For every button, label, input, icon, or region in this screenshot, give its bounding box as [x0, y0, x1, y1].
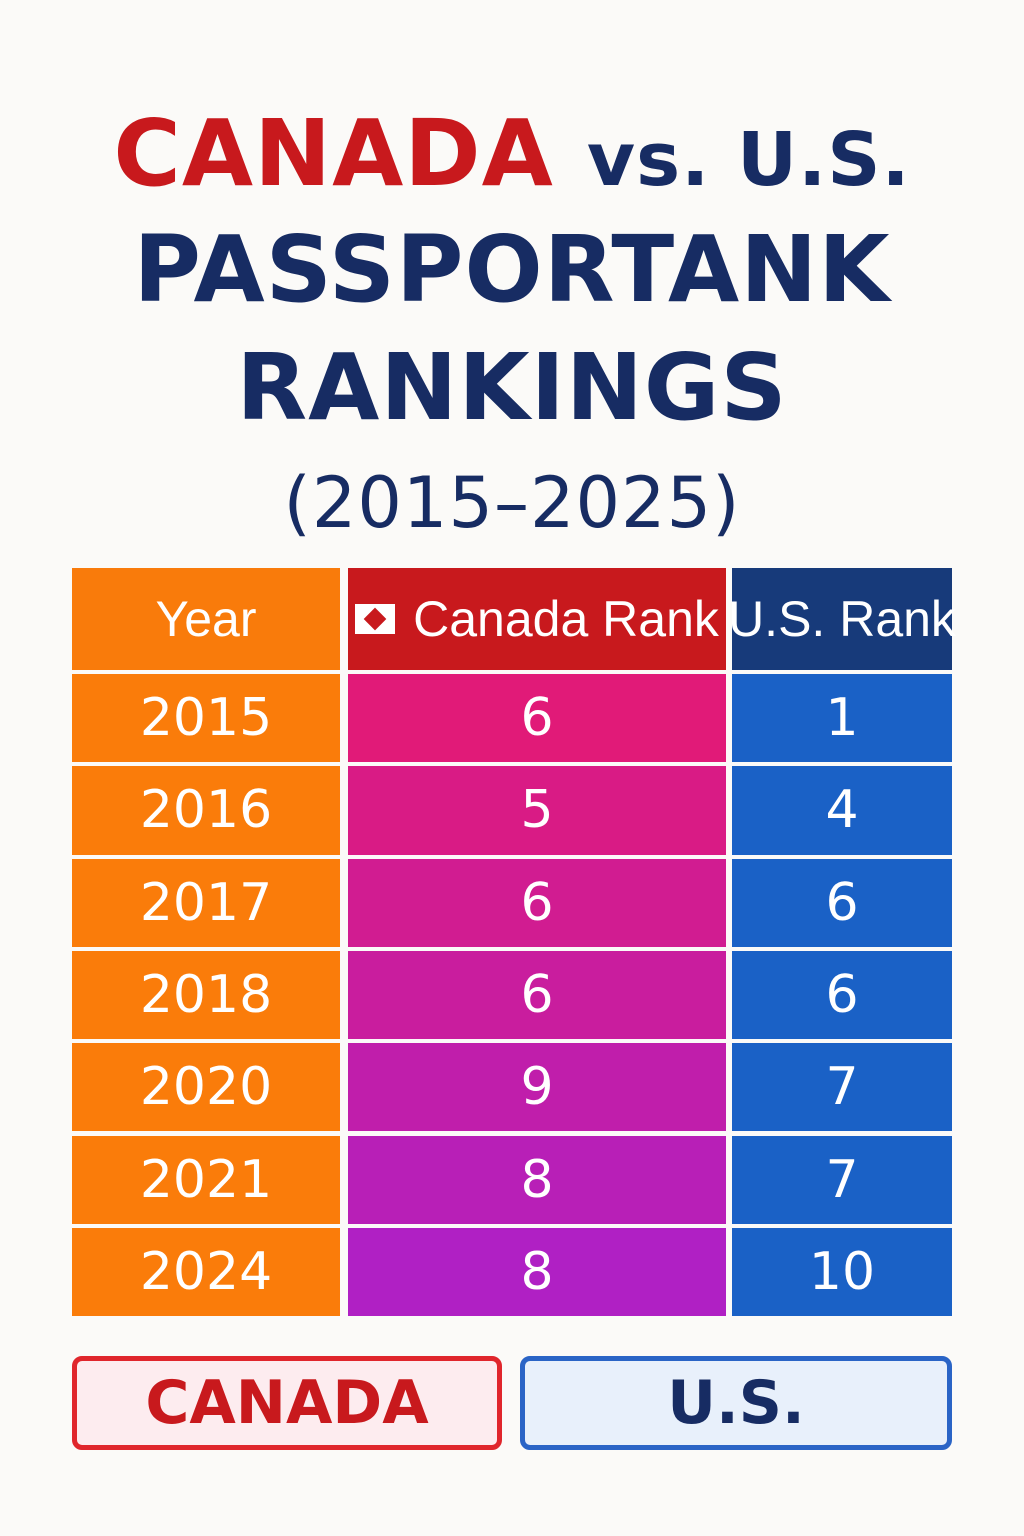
header-canada-rank-label: Canada Rank [413, 591, 719, 647]
legend-canada: CANADA [72, 1356, 502, 1450]
canada-rank-cell: 5 [348, 766, 726, 855]
us-rank-cell: 6 [732, 858, 952, 947]
header-us-rank: U.S. Rank [728, 568, 956, 670]
page-title-line-3: RANKINGS [236, 334, 788, 441]
canada-rank-cell: 6 [348, 858, 726, 947]
canada-rank-cell: 6 [348, 674, 726, 763]
us-rank-cell: 1 [732, 674, 952, 763]
header-us-rank-label: U.S. Rank [728, 591, 956, 647]
canada-rank-cell: 9 [348, 1043, 726, 1132]
canada-rank-cell: 6 [348, 950, 726, 1040]
rankings-table: Year Canada Rank U.S. Rank 2015 6 1 2016 5 4 2017… [72, 568, 956, 1317]
canada-rank-cell: 8 [348, 1227, 726, 1317]
us-rank-cell: 7 [732, 1043, 952, 1132]
canada-flag-icon [355, 604, 396, 634]
header-year: Year [72, 568, 340, 670]
page-title-line-2: PASSPORTANK [133, 216, 891, 323]
us-rank-cell: 6 [732, 950, 952, 1040]
us-rank-cell: 7 [732, 1135, 952, 1224]
header-year-label: Year [155, 591, 257, 647]
year-cell: 2015 [72, 674, 340, 763]
title-vs-us: vs. U.S. [586, 117, 911, 203]
year-cell: 2017 [72, 858, 340, 947]
year-cell: 2021 [72, 1135, 340, 1224]
title-canada: CANADA [113, 100, 554, 207]
us-rank-cell: 4 [732, 766, 952, 855]
page-subtitle-years: (2015–2025) [283, 462, 741, 544]
us-rank-cell: 10 [732, 1227, 952, 1317]
year-cell: 2024 [72, 1227, 340, 1317]
year-cell: 2016 [72, 766, 340, 855]
legend-us: U.S. [520, 1356, 952, 1450]
page-title-line-1: CANADA vs. U.S. [0, 96, 1024, 218]
year-cell: 2018 [72, 950, 340, 1040]
canada-rank-cell: 8 [348, 1135, 726, 1224]
year-cell: 2020 [72, 1043, 340, 1132]
header-canada-rank: Canada Rank [348, 568, 726, 670]
